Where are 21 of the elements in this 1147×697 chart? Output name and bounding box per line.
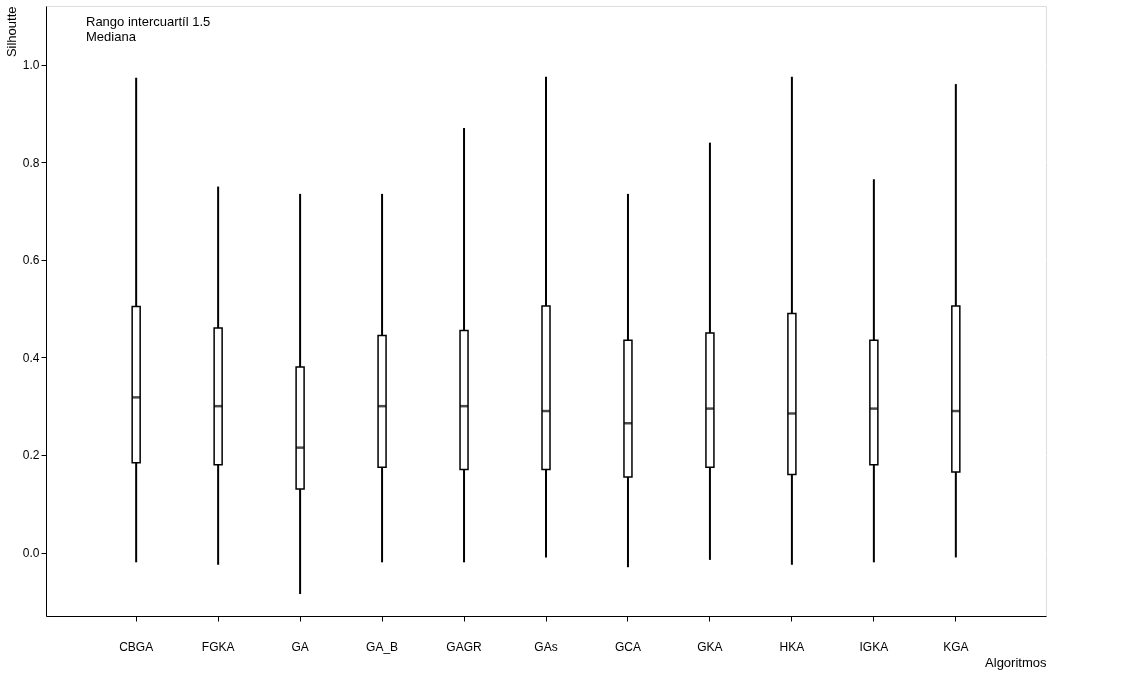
- annotation: Mediana: [86, 29, 137, 44]
- x-axis-title: Algoritmos: [985, 654, 1047, 670]
- x-tick-label: GCA: [614, 639, 641, 654]
- x-tick-label: HKA: [779, 639, 805, 654]
- annotation: Rango intercuartíl 1.5: [86, 14, 211, 29]
- x-tick-label: GKA: [697, 639, 723, 654]
- y-tick-label: 1.0: [22, 58, 40, 73]
- y-tick-label: 0.6: [22, 253, 40, 268]
- x-tick-label: GAGR: [446, 639, 483, 654]
- y-tick-label: 0.2: [22, 448, 40, 463]
- x-tick-label: CBGA: [119, 639, 154, 654]
- x-tick-label: IGKA: [859, 639, 889, 654]
- x-tick-label: GAs: [534, 639, 558, 654]
- y-tick-label: 0.8: [22, 155, 40, 170]
- x-tick-label: KGA: [943, 639, 969, 654]
- x-tick-label: FGKA: [201, 639, 235, 654]
- y-tick-label: 0.0: [22, 546, 40, 561]
- x-tick-label: GA_B: [366, 639, 399, 654]
- y-tick-label: 0.4: [22, 350, 40, 365]
- y-axis-title: Silhoutte: [3, 6, 19, 58]
- x-tick-label: GA: [291, 639, 309, 654]
